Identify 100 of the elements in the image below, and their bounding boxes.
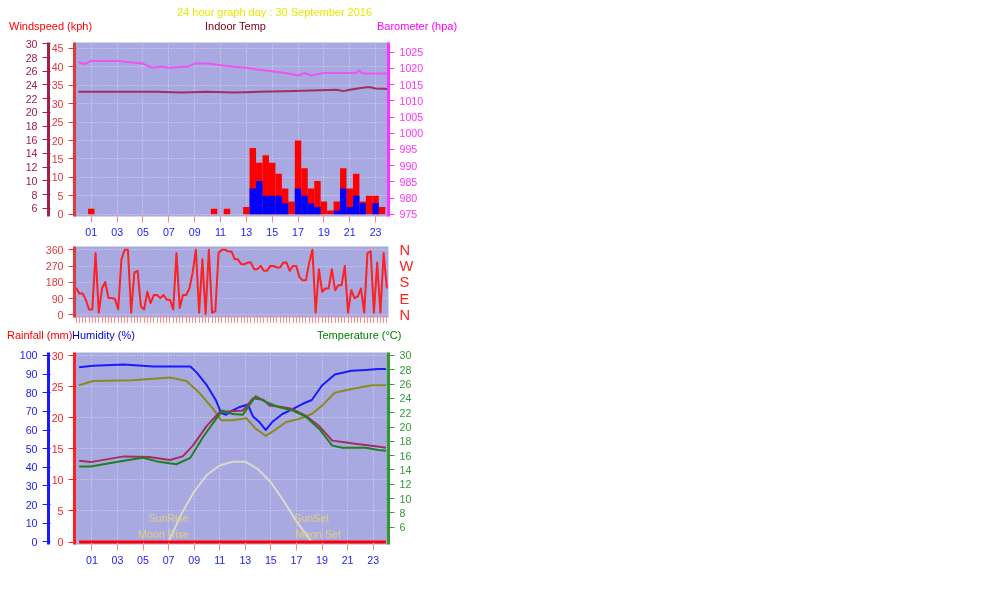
y2-tick-label: 24 (399, 392, 412, 405)
y2-tick-label: 6 (399, 521, 406, 534)
annotation: SunRise (148, 512, 189, 525)
x-tick-label: 13 (239, 553, 252, 566)
y-tick-label: 5 (57, 189, 64, 202)
y3-tick-label: 0 (31, 535, 38, 548)
y3-tick-label: 30 (25, 479, 38, 492)
y2-tick-label: 10 (399, 492, 412, 505)
line-series (75, 248, 388, 316)
y3-tick-label: 26 (25, 65, 38, 78)
y3-tick-label: 18 (25, 120, 38, 133)
x-tick-label: 03 (111, 225, 124, 238)
y3-tick-label: 50 (25, 442, 38, 455)
y2-tick-label: 22 (399, 406, 412, 419)
y-tick-label: 45 (51, 42, 64, 55)
y3-tick-label: 70 (25, 405, 38, 418)
y-tick-label: 0 (57, 536, 64, 549)
bar (88, 208, 95, 215)
y2-tick-label: 18 (399, 435, 412, 448)
y2-tick-label: 985 (399, 175, 418, 188)
y3-tick-label: 10 (25, 517, 38, 530)
y3-axis-title: Humidity (%) (72, 328, 135, 343)
text: N (399, 241, 411, 258)
y2-tick-label: 26 (399, 378, 412, 391)
y-tick-label: 0 (57, 208, 64, 221)
y-tick-label: 0 (57, 308, 64, 321)
y2-tick-label: 28 (399, 363, 412, 376)
x-tick-label: 21 (343, 225, 356, 238)
x-tick-label: 17 (292, 225, 305, 238)
text: W (399, 258, 414, 275)
y-tick-label: 10 (51, 473, 64, 486)
y2-tick-label: 1025 (399, 46, 424, 59)
y3-tick-label: 100 (19, 349, 38, 362)
line-series (77, 59, 389, 77)
x-tick-label: 03 (111, 553, 124, 566)
x-tick-label: 21 (341, 553, 354, 566)
y-tick-label: 15 (51, 152, 64, 165)
x-tick-label: 13 (240, 225, 253, 238)
y2-tick-label: 1005 (399, 111, 424, 124)
y2-tick-label: 975 (399, 208, 418, 221)
y2-axis-title: Barometer (hpa) (377, 19, 458, 34)
y-tick-label: 270 (45, 260, 64, 273)
y-axis-title: Rainfall (mm) (7, 328, 73, 343)
y3-axis-title: Indoor Temp (205, 19, 266, 34)
y-tick-label: 20 (51, 134, 64, 147)
y2-tick-label: 1020 (399, 62, 424, 75)
y3-tick-label: 28 (25, 51, 38, 64)
y2-tick-label: 30 (399, 349, 412, 362)
x-tick-label: 09 (188, 553, 201, 566)
annotation: Moon Set (295, 528, 342, 541)
x-tick-label: 01 (85, 553, 98, 566)
y2-tick-label: 1000 (399, 127, 424, 140)
y3-tick-label: 80 (25, 386, 38, 399)
y-tick-label: 180 (45, 276, 64, 289)
y2-tick-label: 12 (399, 478, 412, 491)
y3-tick-label: 24 (25, 78, 38, 91)
y-tick-label: 25 (51, 116, 64, 129)
bar (372, 203, 379, 215)
y2-tick-label: 16 (399, 449, 412, 462)
y-tick-label: 25 (51, 380, 64, 393)
y-tick-label: 40 (51, 60, 64, 73)
y3-tick-label: 20 (25, 498, 38, 511)
y3-tick-label: 14 (25, 147, 38, 160)
y2-tick-label: 20 (399, 421, 412, 434)
y3-tick-label: 40 (25, 461, 38, 474)
y2-tick-label: 14 (399, 463, 412, 476)
x-tick-label: 05 (137, 225, 149, 238)
y2-axis-title: Temperature (°C) (317, 328, 402, 343)
x-tick-label: 19 (317, 225, 330, 238)
y-tick-label: 35 (51, 79, 64, 92)
x-tick-label: 05 (137, 553, 150, 566)
x-tick-label: 17 (290, 553, 303, 566)
annotation: SunSet (294, 512, 330, 525)
x-tick-label: 11 (214, 225, 227, 238)
y-axis-title: Windspeed (kph) (9, 19, 93, 34)
text: E (399, 290, 410, 307)
y-tick-label: 10 (51, 171, 64, 184)
x-tick-label: 23 (367, 553, 380, 566)
y3-tick-label: 8 (31, 188, 38, 201)
x-tick-label: 19 (316, 553, 329, 566)
text: S (399, 274, 410, 291)
x-tick-label: 15 (264, 553, 277, 566)
x-tick-label: 07 (162, 553, 175, 566)
y3-tick-label: 12 (25, 161, 38, 174)
y-tick-label: 90 (51, 292, 64, 305)
y3-tick-label: 22 (25, 92, 38, 105)
y2-tick-label: 995 (399, 143, 418, 156)
y3-tick-label: 10 (25, 174, 38, 187)
x-tick-label: 09 (188, 225, 201, 238)
y3-tick-label: 20 (25, 106, 38, 119)
y2-tick-label: 8 (399, 506, 406, 519)
y2-tick-label: 1010 (399, 94, 424, 107)
chart-title: 24 hour graph day : 30 September 2016 (177, 5, 373, 20)
y-tick-label: 5 (57, 504, 64, 517)
line-series (78, 376, 387, 437)
y2-tick-label: 1015 (399, 78, 424, 91)
x-tick-label: 15 (266, 225, 279, 238)
x-tick-label: 23 (369, 225, 382, 238)
y-tick-label: 30 (51, 349, 64, 362)
x-tick-label: 11 (214, 553, 226, 566)
